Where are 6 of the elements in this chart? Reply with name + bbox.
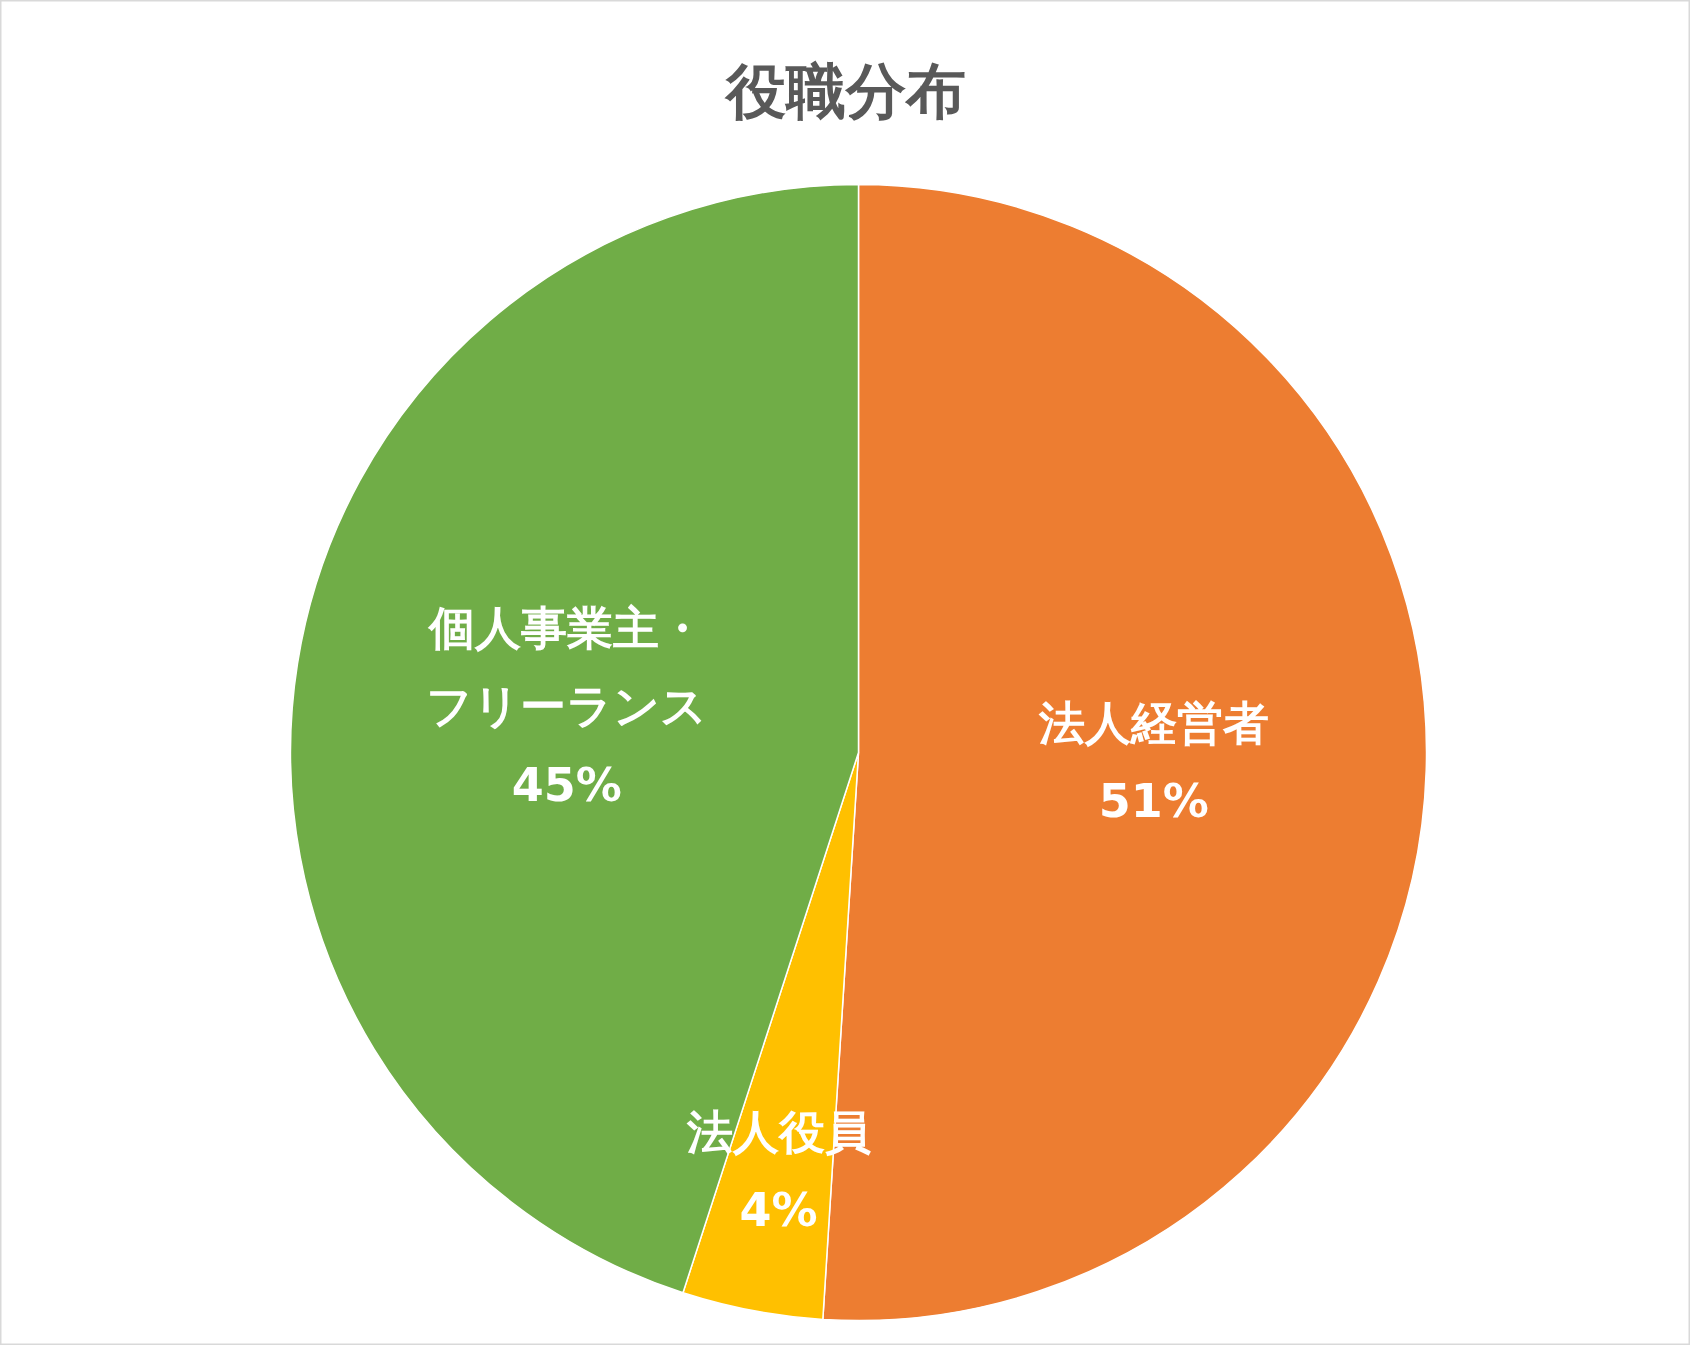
data-label: 4% xyxy=(739,1183,818,1238)
data-label: 51% xyxy=(1098,773,1209,828)
slice-label: 個人事業主・フリーランス xyxy=(426,601,708,734)
data-label: 45% xyxy=(511,757,622,812)
slice-label: 法人経営者 xyxy=(1037,695,1269,750)
chart-title: 役職分布 xyxy=(723,55,966,126)
